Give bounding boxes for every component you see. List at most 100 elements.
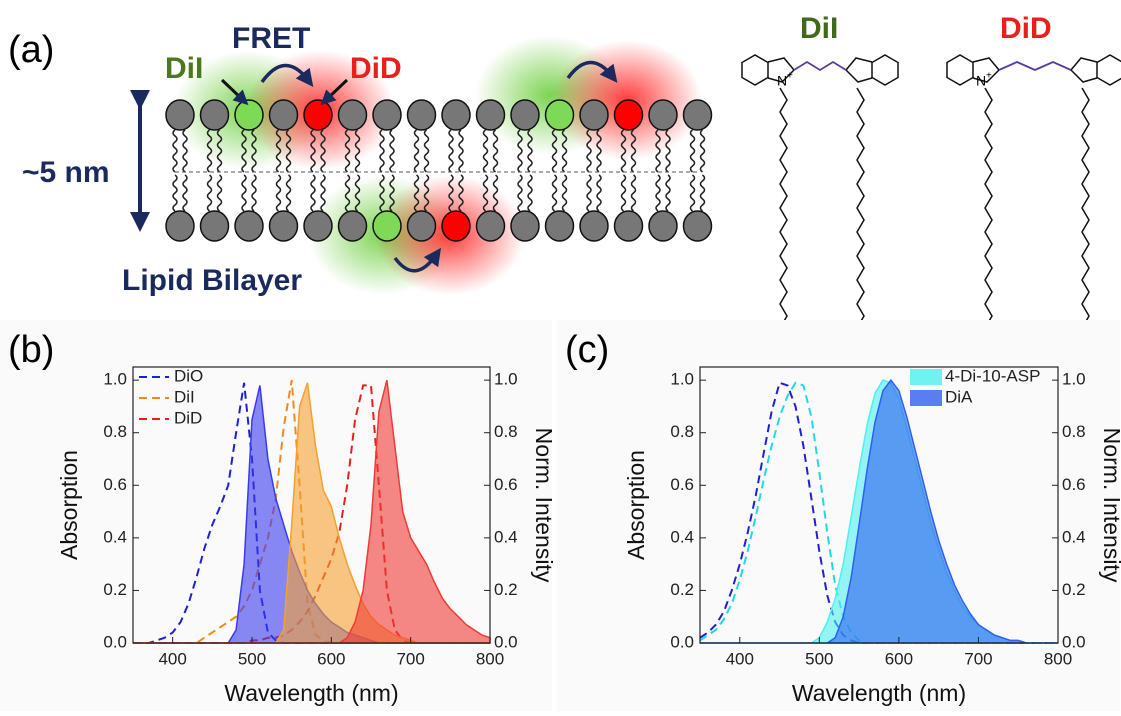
lipid-tail (423, 174, 430, 212)
fret-label: FRET (232, 22, 310, 55)
lipid-head (648, 99, 678, 131)
lipid-tail (448, 129, 454, 173)
alkyl-chain (1081, 87, 1090, 329)
lipid-head (372, 210, 402, 242)
atom-label: N (976, 73, 986, 89)
panel-label: (b) (8, 329, 54, 371)
lipid-tail (586, 129, 592, 173)
y2-tick-label: 0.6 (1062, 475, 1086, 494)
lipid-tail (689, 174, 696, 212)
lipid-tail (182, 174, 188, 212)
x-tick-label: 500 (238, 649, 266, 668)
benzene-ring (871, 54, 899, 86)
lipid-head (441, 99, 471, 131)
lipid-tail (389, 174, 395, 212)
y-tick-label: 0.2 (670, 580, 694, 599)
lipid-tail (527, 129, 533, 173)
lipid-head (372, 99, 402, 131)
panel-bg (557, 320, 1120, 711)
legend-label: DiD (174, 408, 202, 427)
lipid-head (234, 210, 264, 242)
charge-label: + (986, 71, 992, 82)
lipid-tail (492, 129, 499, 173)
lipid-tail (699, 129, 706, 173)
lipid-tail (216, 174, 223, 212)
lipid-tail (620, 129, 627, 173)
molecule-name: DiD (1000, 12, 1052, 45)
lipid-head (268, 210, 299, 242)
y2-tick-label: 0.4 (494, 527, 518, 546)
y2-tick-label: 0.8 (1062, 422, 1086, 441)
y-tick-label: 0.8 (670, 422, 694, 441)
lipid-tail (665, 129, 671, 173)
y-tick-label: 0.8 (103, 422, 127, 441)
lipid-tail (354, 129, 361, 173)
x-tick-label: 600 (317, 649, 345, 668)
lipid-head (199, 99, 230, 131)
donor-label: DiI (165, 52, 203, 85)
x-tick-label: 600 (885, 649, 913, 668)
lipid-tail (665, 174, 671, 212)
y2-tick-label: 0.6 (494, 475, 518, 494)
lipid-head (579, 99, 609, 131)
lipid-head (303, 99, 333, 131)
legend-swatch (910, 390, 942, 406)
lipid-tail (310, 129, 316, 173)
lipid-tail (620, 174, 627, 212)
thickness-label: ~5 nm (22, 156, 110, 189)
lipid-head (579, 210, 609, 242)
y-tick-label: 1.0 (670, 370, 694, 389)
y2-axis-label: Norm. Intensity (531, 428, 557, 583)
lipid-tail (655, 174, 661, 212)
alkyl-chain (779, 87, 788, 329)
plot-frame (132, 366, 491, 644)
lipid-head (337, 210, 368, 242)
lipid-tail (448, 174, 454, 212)
acceptor-label: DiD (350, 52, 402, 85)
lipid-tail (551, 174, 558, 212)
lipid-tail (482, 129, 489, 173)
x-tick-label: 800 (1044, 649, 1072, 668)
y2-tick-label: 0.4 (1062, 527, 1086, 546)
benzene-ring (741, 54, 769, 86)
methine-bridge (998, 61, 1072, 71)
lipid-tail (285, 174, 292, 212)
lipid-head (510, 99, 540, 131)
lipid-tail (354, 174, 361, 212)
lipid-head (544, 99, 575, 131)
lipid-tail (482, 174, 489, 212)
x-axis-label: Wavelength (nm) (224, 680, 398, 706)
lipid-head (303, 210, 333, 242)
y-tick-label: 0.4 (103, 527, 127, 546)
atom-label: N (777, 73, 787, 89)
panel-label: (a) (8, 29, 54, 71)
y2-tick-label: 1.0 (494, 370, 518, 389)
lipid-tail (517, 174, 523, 212)
y-axis-label: Absorption (56, 450, 82, 560)
lipid-tail (527, 174, 533, 212)
lipid-tail (596, 129, 602, 173)
y2-axis-label: Norm. Intensity (1099, 428, 1121, 583)
lipid-tail (630, 129, 637, 173)
alkyl-chain (856, 87, 865, 329)
diagram-a: (a) DiI FRET DiD ~5 nm Lipid Bilayer DiI… (0, 0, 1121, 329)
charts: (b)400 500 600 700 8000.00.20.40.60.81.00.00… (0, 320, 1121, 711)
lipid-tail (241, 129, 247, 173)
lipid-tail (251, 129, 257, 173)
legend-swatch (910, 369, 942, 385)
x-tick-label: 400 (726, 649, 754, 668)
lipid-tail (389, 129, 395, 173)
charge-label: + (787, 71, 793, 82)
lipid-tail (413, 174, 420, 212)
lipid-tail (275, 174, 282, 212)
lipid-tail (492, 174, 499, 212)
lipid-head (544, 210, 575, 242)
lipid-head (406, 210, 437, 242)
legend-label: DiA (945, 387, 973, 406)
y-tick-label: 0.6 (670, 475, 694, 494)
x-axis-label: Wavelength (nm) (792, 680, 966, 706)
molecule-name: DiI (800, 12, 838, 45)
lipid-head (682, 99, 713, 131)
lipid-tail (561, 129, 568, 173)
